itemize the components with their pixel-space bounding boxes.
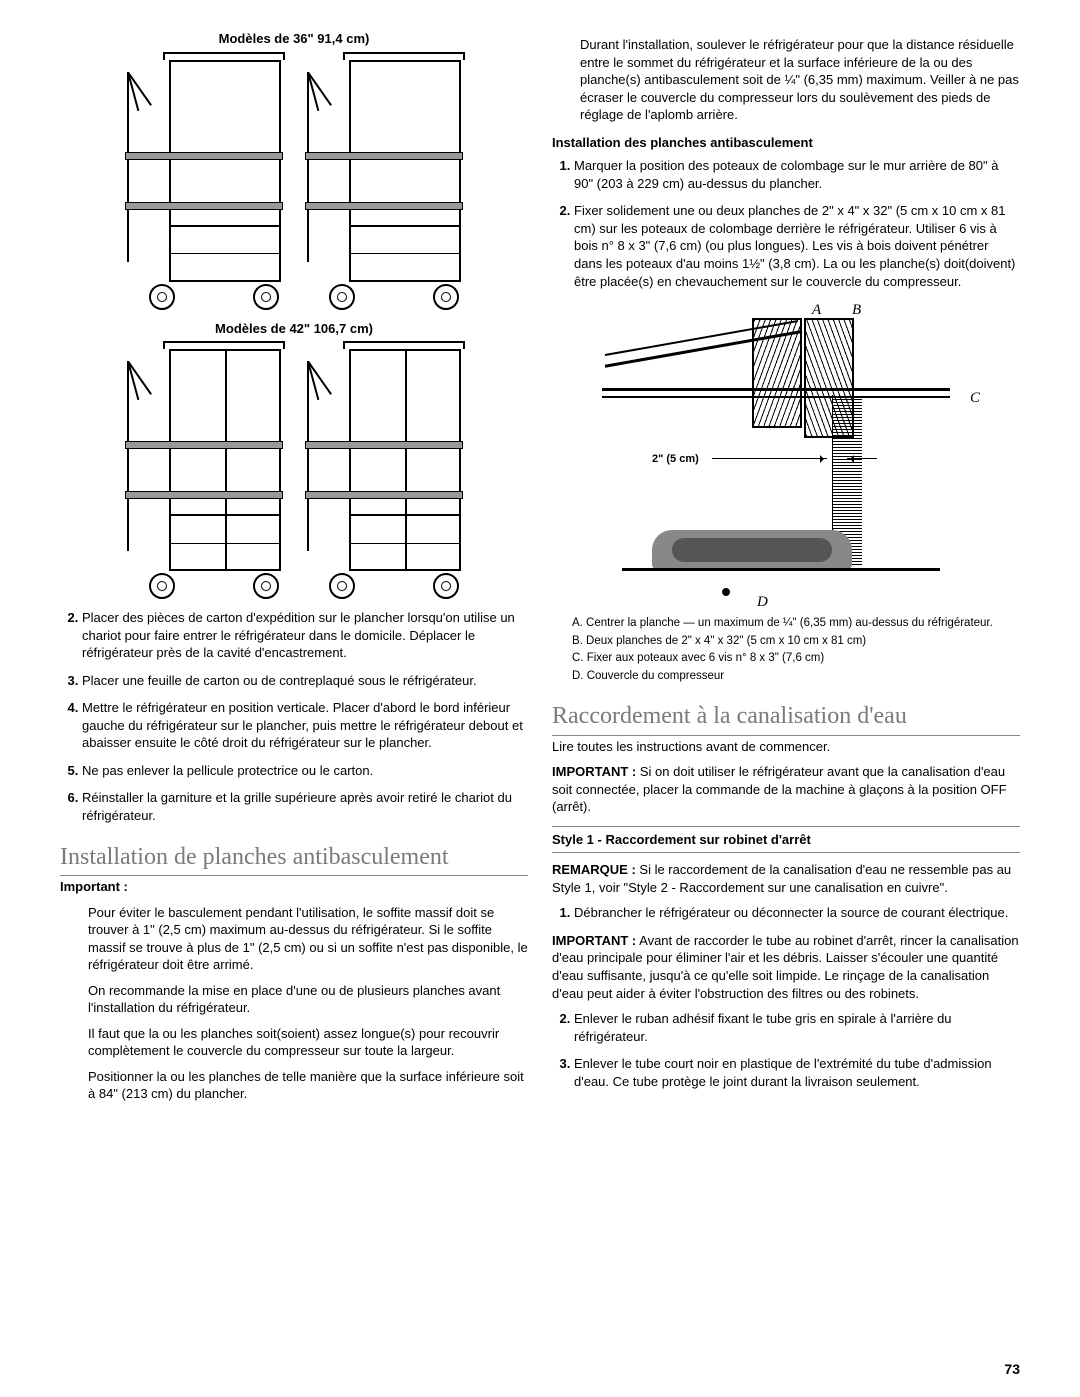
list-item: Enlever le tube court noir en plastique … (574, 1055, 1020, 1090)
section-heading-water: Raccordement à la canalisation d'eau (552, 700, 1020, 735)
diagram-label-d: D (757, 592, 768, 612)
list-item: Placer des pièces de carton d'expédition… (82, 609, 528, 662)
right-column: Durant l'installation, soulever le réfri… (552, 28, 1020, 1377)
paragraph: Durant l'installation, soulever le réfri… (580, 36, 1020, 124)
figure-36-models (60, 52, 528, 312)
list-item: Débrancher le réfrigérateur ou déconnect… (574, 904, 1020, 922)
paragraph: Lire toutes les instructions avant de co… (552, 738, 1020, 756)
figure-42-models (60, 341, 528, 601)
diagram-label-c: C (970, 388, 980, 408)
fig1-title: Modèles de 36" 91,4 cm) (60, 30, 528, 48)
remark-label: REMARQUE : (552, 862, 636, 877)
fridge-illustration (299, 341, 469, 601)
left-column: Modèles de 36" 91,4 cm) Modèles de 42" 1… (60, 28, 528, 1377)
list-item: Fixer solidement une ou deux planches de… (574, 202, 1020, 290)
caption-a: A. Centrer la planche — un maximum de ¼"… (586, 616, 1020, 632)
diagram-label-b: B (852, 300, 861, 320)
right-steps-1: Marquer la position des poteaux de colom… (552, 157, 1020, 290)
important-label: Important : (60, 878, 528, 896)
list-item: Enlever le ruban adhésif fixant le tube … (574, 1010, 1020, 1045)
left-steps: Placer des pièces de carton d'expédition… (60, 609, 528, 824)
diagram-label-a: A (812, 300, 821, 320)
paragraph: Il faut que la ou les planches soit(soie… (88, 1025, 528, 1060)
important-label: IMPORTANT : (552, 933, 636, 948)
caption-d: D. Couvercle du compresseur (586, 669, 1020, 685)
paragraph: IMPORTANT : Avant de raccorder le tube a… (552, 932, 1020, 1002)
fridge-illustration (119, 341, 289, 601)
paragraph: On recommande la mise en place d'une ou … (88, 982, 528, 1017)
list-item: Placer une feuille de carton ou de contr… (82, 672, 528, 690)
paragraph: Positionner la ou les planches de telle … (88, 1068, 528, 1103)
important-label: IMPORTANT : (552, 764, 636, 779)
right-steps-3: Enlever le ruban adhésif fixant le tube … (552, 1010, 1020, 1090)
list-item: Ne pas enlever la pellicule protectrice … (82, 762, 528, 780)
fridge-illustration (119, 52, 289, 312)
page-number: 73 (1004, 1360, 1020, 1379)
subhead-style1: Style 1 - Raccordement sur robinet d'arr… (552, 826, 1020, 854)
paragraph: Pour éviter le basculement pendant l'uti… (88, 904, 528, 974)
diagram-dimension: 2" (5 cm) (652, 452, 699, 467)
fridge-illustration (299, 52, 469, 312)
caption-c: C. Fixer aux poteaux avec 6 vis n° 8 x 3… (586, 651, 1020, 667)
right-steps-2: Débrancher le réfrigérateur ou déconnect… (552, 904, 1020, 922)
subhead-install-boards: Installation des planches antibasculemen… (552, 134, 1020, 152)
section-heading-antitip: Installation de planches antibasculement (60, 841, 528, 876)
paragraph: IMPORTANT : Si on doit utiliser le réfri… (552, 763, 1020, 816)
antitip-diagram: 2" (5 cm) A B C D (552, 300, 1020, 610)
list-item: Marquer la position des poteaux de colom… (574, 157, 1020, 192)
list-item: Mettre le réfrigérateur en position vert… (82, 699, 528, 752)
fig2-title: Modèles de 42" 106,7 cm) (60, 320, 528, 338)
paragraph: REMARQUE : Si le raccordement de la cana… (552, 861, 1020, 896)
caption-b: B. Deux planches de 2" x 4" x 32" (5 cm … (586, 634, 1020, 650)
list-item: Réinstaller la garniture et la grille su… (82, 789, 528, 824)
